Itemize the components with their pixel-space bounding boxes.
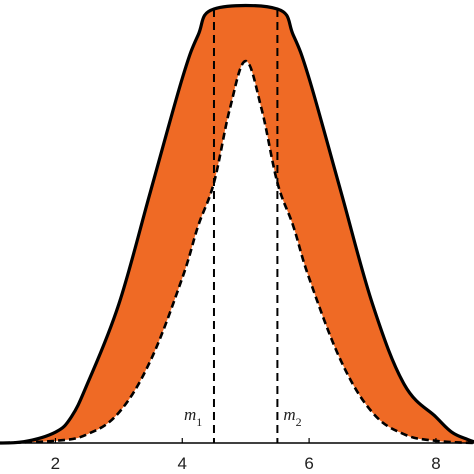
lower-curve — [0, 59, 474, 445]
vline-layer — [212, 9, 279, 443]
upper-curve — [0, 3, 474, 445]
curve-layer — [0, 3, 474, 445]
band-fill — [0, 5, 474, 444]
x-tick-label-4: 4 — [178, 454, 187, 473]
x-tick-label-8: 8 — [431, 454, 440, 473]
x-tick-label-2: 2 — [51, 454, 60, 473]
fill-layer — [0, 5, 474, 444]
x-tick-label-6: 6 — [304, 454, 313, 473]
annotation-layer: m1 m2 — [184, 405, 302, 429]
x-axis: 2 4 6 8 — [0, 438, 474, 473]
label-m2: m2 — [283, 405, 301, 429]
label-m1: m1 — [184, 405, 202, 429]
